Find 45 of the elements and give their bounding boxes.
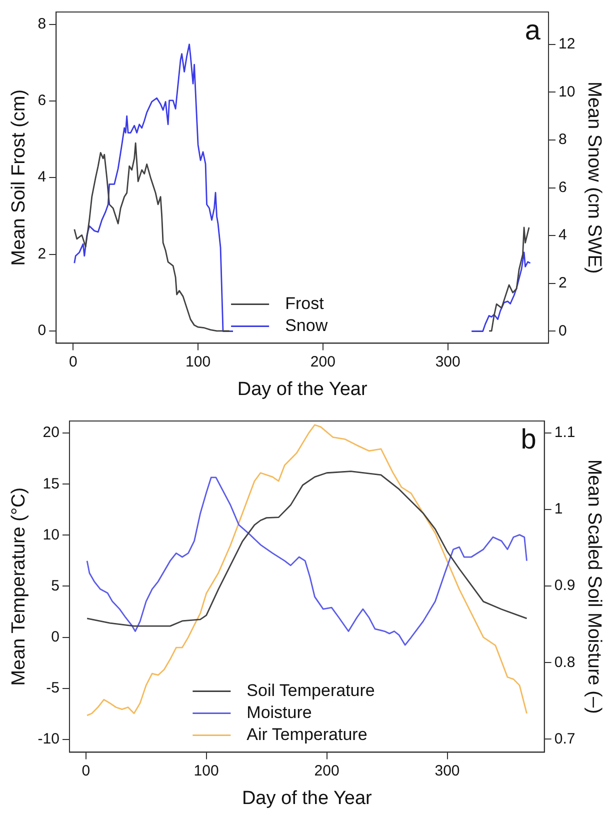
x-tick-label: 0 [82,762,90,780]
y-tick-label: -5 [46,680,60,697]
y2-tick-label: 4 [558,226,567,244]
y2-tick-label: 0 [558,322,567,340]
y2-axis-title: Mean Scaled Soil Moisture (–) [583,459,604,714]
y2-tick-label: 1.1 [554,424,576,442]
y-tick-label: 4 [38,168,46,186]
y2-axis-title: Mean Snow (cm SWE) [583,82,604,274]
y2-tick-label: 0.7 [554,730,576,748]
y2-tick-label: 0.8 [554,654,576,671]
legend-label: Air Temperature [246,724,368,744]
y-tick-label: 5 [51,577,60,594]
y2-tick-label: 10 [558,83,576,100]
x-tick-label: 200 [314,762,340,780]
x-tick-label: 100 [194,762,219,780]
x-axis-title: Day of the Year [242,788,373,809]
y-tick-label: 0 [38,322,46,340]
legend-label: Soil Temperature [246,680,375,700]
x-axis-title: Day of the Year [237,378,368,400]
y-tick-label: 20 [42,424,60,442]
y-tick-label: 2 [38,245,46,262]
y-tick-label: 10 [42,526,60,544]
x-tick-label: 300 [434,762,460,780]
y-axis-title: Mean Temperature (°C) [8,487,30,686]
x-tick-label: 0 [68,353,78,370]
y-axis-title: Mean Soil Frost (cm) [8,89,30,266]
y2-tick-label: 1 [554,500,563,518]
x-tick-label: 200 [310,353,336,370]
y2-tick-label: 8 [558,131,567,148]
legend-label: Snow [285,316,328,335]
y2-tick-label: 6 [558,178,567,196]
y-tick-label: 15 [42,475,60,492]
legend-label: Frost [285,294,324,313]
y2-tick-label: 12 [558,35,576,52]
y-tick-label: 0 [51,628,60,646]
y2-tick-label: 0.9 [554,577,576,594]
x-tick-label: 100 [186,353,211,370]
y-tick-label: 6 [38,92,46,110]
y2-tick-label: 2 [558,274,567,292]
annotation: b [520,424,536,455]
y-tick-label: -10 [38,730,60,748]
x-tick-label: 300 [435,353,460,370]
annotation: a [524,14,541,46]
y-tick-label: 8 [38,15,46,32]
legend-label: Moisture [246,702,312,722]
